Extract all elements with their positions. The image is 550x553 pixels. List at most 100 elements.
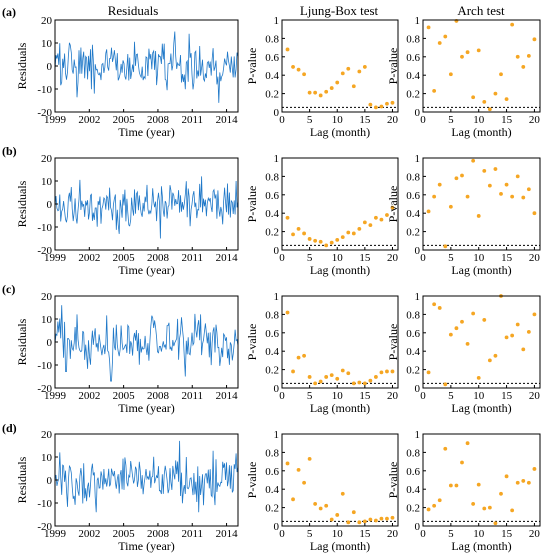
x-tick-label: 10 — [473, 114, 485, 126]
x-axis-label: Lag (month) — [310, 263, 370, 277]
pvalue-point — [357, 69, 362, 74]
y-tick-label: 0 — [274, 245, 280, 257]
column-title-residuals: Residuals — [108, 3, 159, 18]
pvalue-point — [302, 480, 306, 485]
pvalue-point — [493, 521, 498, 526]
pvalue-point — [329, 86, 334, 90]
x-tick-label: 2011 — [181, 114, 203, 126]
y-tick-label: 0 — [415, 245, 421, 257]
pvalue-point — [362, 220, 367, 225]
pvalue-point — [379, 516, 384, 521]
pvalue-point — [493, 91, 498, 96]
y-tick-label: 1 — [274, 291, 280, 303]
pvalue-point — [307, 237, 312, 241]
x-tick-label: 0 — [420, 252, 426, 264]
pvalue-point — [296, 467, 301, 472]
y-axis-label: P-value — [386, 48, 400, 85]
y-tick-label: 0.6 — [406, 466, 420, 478]
y-axis-label: P-value — [245, 186, 259, 223]
pvalue-point — [471, 311, 476, 316]
y-tick-label: 0.2 — [406, 89, 420, 101]
x-tick-label: 10 — [332, 528, 344, 540]
y-tick-label: -10 — [37, 498, 52, 510]
y-tick-label: 0.4 — [265, 484, 279, 496]
y-tick-label: -20 — [37, 245, 52, 257]
pvalue-point — [493, 167, 498, 171]
x-tick-label: 0 — [420, 114, 426, 126]
pvalue-point — [487, 107, 492, 112]
y-tick-label: 0.2 — [406, 365, 420, 377]
pvalue-point — [340, 368, 345, 373]
pvalue-point — [510, 22, 515, 27]
pvalue-point — [313, 90, 318, 95]
x-tick-label: 0 — [420, 528, 426, 540]
pvalue-point — [521, 479, 526, 483]
pvalue-point — [302, 72, 306, 77]
x-tick-label: 0 — [279, 528, 285, 540]
row-label-d: (d) — [2, 421, 17, 435]
y-tick-label: 20 — [41, 15, 53, 27]
x-tick-label: 0 — [420, 390, 426, 402]
pvalue-point — [307, 375, 312, 379]
x-axis-label: Lag (month) — [310, 401, 370, 415]
pvalue-point — [499, 491, 503, 496]
panel-b-ljung-box: 0 5 10 15 20 0 0.2 0.4 0.6 0.8 1 Lag (month) P-value — [245, 153, 399, 277]
y-tick-label: 0 — [47, 199, 53, 211]
pvalue-point — [432, 194, 437, 199]
residual-series-line — [54, 305, 239, 382]
panel-b-arch: 0 5 10 15 20 0 0.2 0.4 0.6 0.8 1 Lag (month) P-value — [386, 153, 541, 277]
y-tick-label: 0 — [415, 383, 421, 395]
y-tick-label: 1 — [274, 15, 280, 27]
pvalue-point — [432, 88, 437, 93]
plot-frame — [422, 433, 541, 527]
x-tick-label: 1999 — [44, 390, 67, 402]
pvalue-point — [443, 244, 448, 249]
pvalue-point — [426, 209, 431, 214]
pvalue-point — [476, 48, 481, 53]
x-tick-label: 2002 — [78, 252, 100, 264]
pvalue-point — [346, 230, 351, 235]
pvalue-point — [487, 183, 492, 188]
residual-series-line — [54, 176, 239, 239]
y-tick-label: 0.8 — [265, 309, 279, 321]
pvalue-point — [324, 89, 329, 94]
pvalue-point — [465, 441, 470, 446]
pvalue-point — [313, 381, 318, 386]
y-axis-label: P-value — [386, 324, 400, 361]
pvalue-point — [454, 483, 459, 488]
x-axis-label: Lag (month) — [310, 539, 370, 553]
y-tick-label: 1 — [415, 153, 421, 165]
panel-c-ljung-box: 0 5 10 15 20 0 0.2 0.4 0.6 0.8 1 Lag (month) P-value — [245, 291, 399, 415]
x-tick-label: 5 — [448, 528, 454, 540]
y-tick-label: 0 — [415, 107, 421, 119]
x-axis-label: Lag (month) — [310, 125, 370, 139]
pvalue-point — [437, 182, 442, 187]
pvalue-point — [335, 80, 340, 85]
x-tick-label: 0 — [279, 390, 285, 402]
x-tick-label: 2005 — [113, 528, 136, 540]
y-tick-label: 0.6 — [265, 190, 279, 202]
pvalue-point — [329, 373, 334, 378]
pvalue-point — [504, 474, 509, 479]
x-tick-label: 15 — [501, 390, 513, 402]
pvalue-point — [296, 226, 301, 231]
x-tick-label: 2008 — [147, 390, 170, 402]
x-tick-label: 20 — [387, 390, 399, 402]
pvalue-point — [448, 332, 453, 337]
pvalue-point — [482, 168, 487, 173]
pvalue-point — [504, 182, 509, 187]
pvalue-point — [385, 101, 389, 106]
pvalue-point — [291, 497, 295, 502]
pvalue-point — [296, 355, 301, 360]
pvalue-point — [443, 446, 448, 451]
x-tick-label: 1999 — [44, 114, 67, 126]
residual-series-line — [54, 440, 239, 513]
panel-a-residuals: 1999 2002 2005 2008 2011 2014 -20 -10 0 10 20 Time … — [15, 15, 239, 139]
row-label-b: (b) — [2, 144, 17, 158]
x-tick-label: 20 — [529, 528, 541, 540]
pvalue-point — [357, 520, 362, 525]
pvalue-point — [426, 25, 431, 30]
pvalue-point — [526, 480, 531, 485]
y-tick-label: 10 — [41, 314, 53, 326]
